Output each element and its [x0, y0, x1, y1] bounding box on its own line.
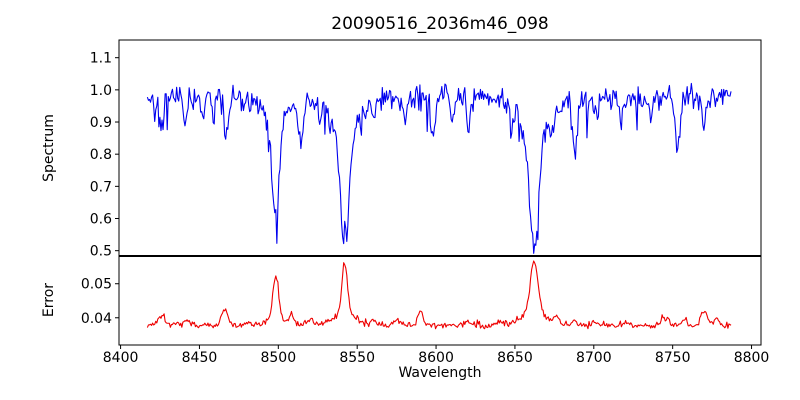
spectrum-line: [146, 82, 732, 254]
x-axis-label: Wavelength: [398, 365, 481, 381]
chart-title: 20090516_2036m46_098: [331, 14, 548, 34]
spectrum-y-tick-label: 0.7: [90, 179, 112, 195]
error-y-tick-label: 0.04: [81, 311, 112, 327]
x-tick-label: 8650: [497, 350, 533, 366]
spectrum-y-tick-label: 1.1: [90, 51, 112, 67]
error-line: [146, 260, 732, 330]
x-tick-label: 8800: [734, 350, 770, 366]
spectrum-y-tick-label: 1.0: [90, 83, 112, 99]
x-tick-label: 8400: [103, 350, 139, 366]
spectrum-y-tick-label: 0.8: [90, 147, 112, 163]
error-spines: [118, 256, 762, 346]
spectrum-y-tick-label: 0.6: [90, 212, 112, 228]
error-y-tick-label: 0.05: [81, 277, 112, 293]
x-tick-label: 8700: [576, 350, 612, 366]
plot-layers: 0.5 0.6 0.7 0.8 0.9 1.0 1.1 0.04 0.05 8400 8450 850…: [81, 39, 770, 366]
spectrum-spines: [118, 39, 762, 256]
x-tick-label: 8450: [182, 350, 218, 366]
x-tick-label: 8600: [418, 350, 454, 366]
spectrum-y-axis-label: Spectrum: [41, 114, 57, 182]
x-tick-label: 8550: [339, 350, 375, 366]
error-y-axis-label: Error: [41, 283, 57, 317]
x-tick-label: 8750: [655, 350, 691, 366]
x-tick-label: 8500: [260, 350, 296, 366]
spectrum-y-tick-label: 0.5: [90, 244, 112, 260]
spectrum-y-tick-label: 0.9: [90, 115, 112, 131]
